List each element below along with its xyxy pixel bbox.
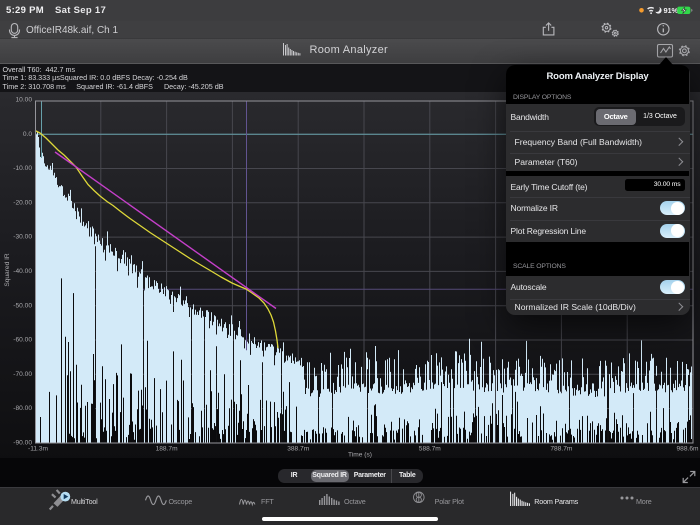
svg-text:-30.00: -30.00 xyxy=(13,234,32,241)
svg-text:588.7m: 588.7m xyxy=(419,446,442,453)
svg-text:Time (s): Time (s) xyxy=(348,452,372,459)
svg-text:-50.00: -50.00 xyxy=(13,302,32,309)
svg-text:-90.00: -90.00 xyxy=(13,440,32,447)
svg-text:Squared IR: Squared IR xyxy=(4,253,11,287)
svg-text:0.0: 0.0 xyxy=(23,131,32,138)
svg-text:-11.3m: -11.3m xyxy=(28,446,49,453)
svg-text:988.6m: 988.6m xyxy=(677,446,700,453)
svg-text:-70.00: -70.00 xyxy=(13,371,32,378)
svg-text:10.00: 10.00 xyxy=(15,97,32,104)
svg-text:-60.00: -60.00 xyxy=(13,337,32,344)
svg-text:-10.00: -10.00 xyxy=(13,165,32,172)
svg-text:788.7m: 788.7m xyxy=(550,446,573,453)
svg-text:-80.00: -80.00 xyxy=(13,405,32,412)
svg-text:-40.00: -40.00 xyxy=(13,268,32,275)
svg-text:-20.00: -20.00 xyxy=(13,199,32,206)
svg-text:188.7m: 188.7m xyxy=(156,446,179,453)
svg-text:388.7m: 388.7m xyxy=(287,446,310,453)
